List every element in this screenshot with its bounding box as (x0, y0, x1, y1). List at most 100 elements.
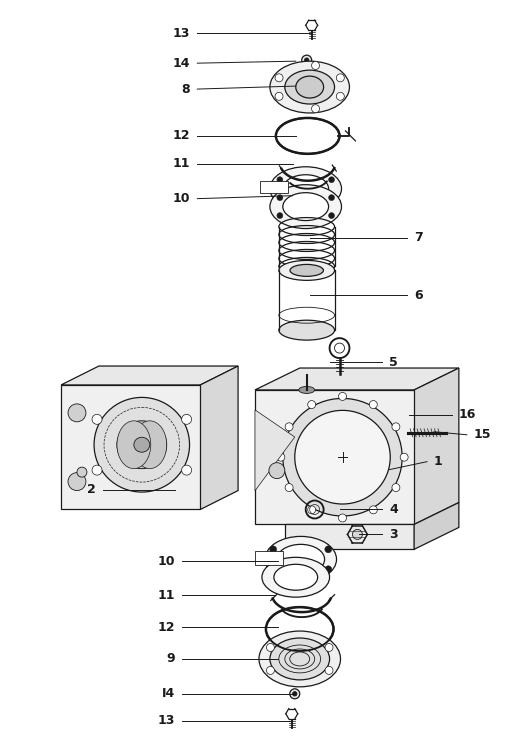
Ellipse shape (259, 631, 340, 687)
Circle shape (352, 530, 363, 539)
Circle shape (92, 414, 102, 424)
Circle shape (312, 105, 320, 113)
Circle shape (270, 546, 277, 553)
Polygon shape (200, 366, 238, 509)
Text: 5: 5 (389, 355, 398, 369)
Circle shape (285, 484, 293, 491)
Circle shape (308, 506, 316, 514)
Text: 4: 4 (389, 503, 398, 516)
Text: 6: 6 (414, 289, 423, 301)
Circle shape (336, 92, 344, 100)
Text: 14: 14 (173, 57, 190, 70)
Ellipse shape (283, 175, 329, 203)
Ellipse shape (133, 421, 167, 469)
Ellipse shape (285, 70, 334, 104)
Text: 13: 13 (173, 27, 190, 40)
Polygon shape (255, 368, 459, 390)
Text: 9: 9 (167, 652, 175, 666)
Text: 11: 11 (173, 157, 190, 171)
Circle shape (369, 506, 377, 514)
Circle shape (325, 546, 332, 553)
Text: 7: 7 (414, 231, 423, 244)
Circle shape (408, 404, 430, 426)
Circle shape (338, 514, 346, 522)
Ellipse shape (299, 387, 315, 393)
Polygon shape (414, 503, 459, 549)
Bar (260, 181, 288, 193)
Text: 12: 12 (158, 621, 175, 634)
Ellipse shape (446, 428, 458, 438)
Ellipse shape (277, 545, 325, 574)
Circle shape (68, 404, 86, 422)
Circle shape (269, 463, 285, 479)
Circle shape (68, 473, 86, 491)
Circle shape (267, 666, 274, 675)
Ellipse shape (134, 438, 150, 453)
Circle shape (270, 565, 277, 573)
Text: 16: 16 (459, 408, 476, 421)
Text: 10: 10 (173, 192, 190, 205)
Bar (255, 551, 283, 565)
Circle shape (77, 468, 87, 477)
Polygon shape (61, 366, 238, 385)
Circle shape (325, 643, 333, 652)
Ellipse shape (117, 421, 167, 469)
Text: 15: 15 (474, 429, 491, 441)
Ellipse shape (290, 264, 323, 276)
Circle shape (277, 194, 283, 200)
Text: 13: 13 (158, 714, 175, 727)
Ellipse shape (296, 76, 324, 98)
Ellipse shape (262, 557, 330, 597)
Circle shape (308, 401, 316, 408)
Ellipse shape (94, 397, 189, 492)
Circle shape (277, 177, 283, 183)
Circle shape (182, 465, 191, 475)
Circle shape (275, 74, 283, 82)
Circle shape (329, 194, 334, 200)
Circle shape (182, 414, 191, 424)
Text: 12: 12 (173, 129, 190, 142)
Circle shape (336, 74, 344, 82)
Circle shape (285, 423, 293, 431)
Circle shape (292, 692, 297, 696)
Text: 2: 2 (87, 483, 96, 496)
Circle shape (325, 666, 333, 675)
Circle shape (392, 423, 400, 431)
Text: 3: 3 (389, 528, 398, 541)
Polygon shape (255, 410, 295, 491)
Circle shape (290, 689, 300, 699)
Circle shape (329, 177, 334, 183)
Ellipse shape (270, 638, 330, 680)
Text: 10: 10 (158, 555, 175, 568)
Circle shape (92, 465, 102, 475)
Circle shape (329, 194, 334, 200)
Polygon shape (414, 368, 459, 524)
Ellipse shape (270, 185, 341, 229)
Circle shape (414, 410, 424, 420)
Bar (61, 385, 200, 509)
Circle shape (277, 194, 283, 200)
Circle shape (400, 453, 408, 462)
Bar (285, 524, 414, 549)
Ellipse shape (279, 260, 334, 280)
Circle shape (338, 393, 346, 400)
Circle shape (312, 61, 320, 70)
Circle shape (275, 92, 283, 100)
Circle shape (277, 453, 285, 462)
Ellipse shape (117, 421, 151, 469)
Ellipse shape (270, 61, 349, 113)
Ellipse shape (295, 411, 390, 504)
Bar (255, 390, 414, 524)
Circle shape (301, 55, 312, 65)
Text: 8: 8 (182, 82, 190, 96)
Ellipse shape (283, 193, 329, 221)
Circle shape (305, 58, 309, 62)
Circle shape (277, 212, 283, 218)
Circle shape (325, 565, 332, 573)
Ellipse shape (270, 167, 341, 211)
Ellipse shape (274, 564, 318, 590)
Text: 1: 1 (434, 456, 443, 468)
Text: 11: 11 (158, 589, 175, 601)
Text: I4: I4 (162, 687, 175, 700)
Ellipse shape (283, 399, 402, 516)
